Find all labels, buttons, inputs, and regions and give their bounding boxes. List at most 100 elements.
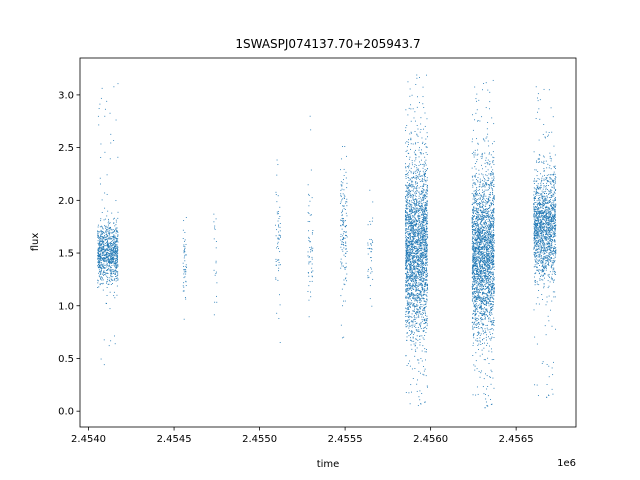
scatter-point [420, 186, 422, 188]
scatter-point [410, 190, 412, 192]
scatter-point [106, 252, 108, 254]
scatter-point [485, 216, 486, 218]
scatter-point [185, 264, 187, 266]
scatter-point [423, 242, 425, 243]
scatter-point [311, 256, 313, 258]
scatter-point [407, 288, 408, 289]
scatter-point [103, 254, 105, 256]
scatter-point [107, 259, 109, 261]
scatter-point [405, 313, 407, 315]
scatter-point [426, 289, 428, 291]
scatter-point [421, 260, 423, 262]
scatter-point [415, 172, 417, 174]
scatter-point [410, 266, 412, 268]
scatter-point [421, 316, 423, 318]
scatter-point [475, 200, 477, 202]
scatter-point [413, 209, 415, 211]
scatter-point [422, 327, 424, 329]
scatter-point [406, 310, 408, 312]
scatter-point [421, 180, 423, 182]
scatter-point [423, 318, 425, 320]
scatter-point [482, 280, 484, 281]
scatter-point [413, 203, 415, 205]
scatter-point [418, 323, 420, 325]
scatter-point [424, 311, 426, 313]
scatter-point [415, 164, 417, 166]
scatter-point [485, 278, 487, 280]
scatter-point [408, 256, 410, 258]
scatter-point [113, 271, 115, 273]
scatter-point [488, 336, 489, 338]
scatter-point [417, 220, 419, 222]
scatter-point [487, 245, 489, 247]
scatter-point [405, 207, 407, 209]
scatter-point [409, 195, 411, 196]
scatter-point [419, 245, 421, 247]
scatter-point [106, 257, 108, 259]
scatter-point [405, 225, 407, 227]
scatter-point [110, 250, 112, 252]
scatter-point [482, 269, 484, 271]
scatter-point [102, 236, 103, 238]
scatter-point [481, 164, 482, 166]
scatter-point [412, 252, 414, 254]
scatter-point [489, 333, 491, 335]
scatter-point [493, 160, 495, 162]
scatter-point [367, 242, 369, 244]
scatter-point [98, 255, 100, 257]
scatter-point [482, 196, 484, 198]
scatter-point [416, 210, 418, 211]
scatter-point [489, 280, 491, 282]
scatter-point [419, 220, 421, 222]
scatter-point [342, 224, 344, 226]
scatter-point [414, 143, 416, 145]
scatter-point [414, 255, 416, 257]
scatter-point [474, 296, 476, 298]
scatter-point [427, 273, 429, 275]
scatter-point [477, 259, 479, 261]
scatter-point [420, 230, 422, 232]
scatter-point [408, 165, 410, 167]
scatter-point [412, 247, 414, 248]
scatter-point [425, 247, 427, 249]
scatter-point [417, 339, 419, 341]
scatter-point [409, 285, 410, 287]
scatter-point [415, 322, 417, 324]
scatter-point [407, 325, 409, 327]
scatter-point [409, 266, 411, 267]
scatter-point [487, 257, 489, 259]
scatter-point [101, 236, 103, 238]
scatter-point [492, 256, 494, 258]
scatter-point [343, 205, 345, 207]
scatter-point [480, 333, 482, 335]
scatter-point [484, 237, 486, 238]
scatter-point [416, 252, 418, 254]
scatter-point [415, 280, 417, 281]
scatter-point [111, 212, 113, 214]
scatter-point [483, 139, 485, 141]
scatter-point [408, 194, 410, 196]
scatter-point [425, 210, 427, 212]
scatter-point [417, 239, 419, 241]
scatter-point [409, 214, 411, 216]
scatter-point [416, 250, 418, 252]
scatter-point [414, 317, 416, 319]
scatter-point [490, 290, 492, 292]
scatter-point [405, 316, 407, 318]
scatter-point [487, 133, 489, 135]
scatter-point [340, 246, 342, 248]
scatter-point [406, 211, 408, 213]
scatter-point [483, 215, 485, 216]
scatter-point [423, 290, 425, 292]
scatter-point [415, 305, 417, 307]
scatter-point [474, 223, 476, 225]
scatter-point [493, 298, 495, 300]
scatter-point [476, 327, 478, 329]
scatter-point [412, 143, 414, 145]
scatter-point [409, 95, 411, 97]
scatter-point [405, 218, 407, 220]
scatter-point [410, 227, 412, 229]
scatter-point [472, 240, 474, 242]
scatter-point [312, 230, 314, 231]
scatter-point [408, 165, 410, 167]
